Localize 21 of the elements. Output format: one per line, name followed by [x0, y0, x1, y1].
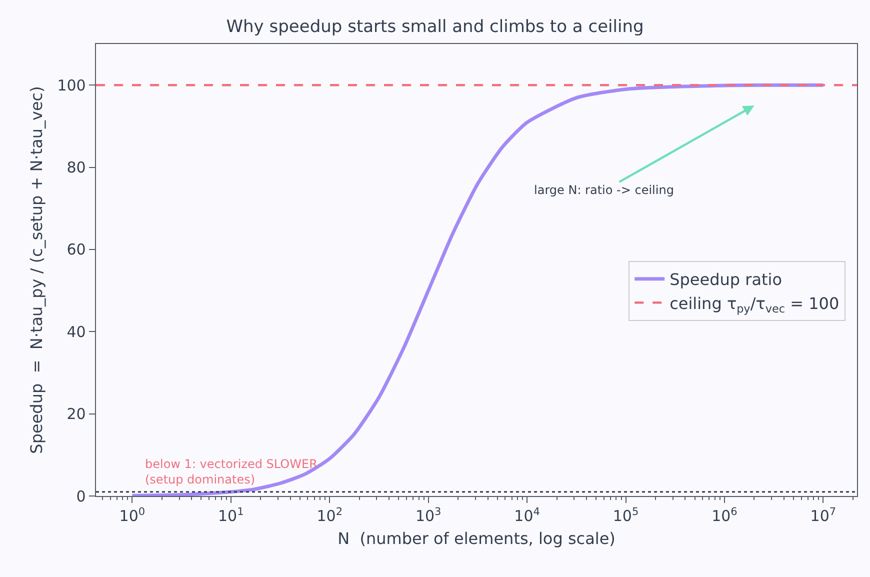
y-tick-label: 20 — [66, 405, 86, 424]
y-tick-label: 80 — [66, 158, 86, 177]
y-axis-title: Speedup = N·tau_py / (c_setup + N·tau_vec) — [27, 86, 46, 454]
x-tick-label: 10$^{4}$ — [514, 506, 540, 526]
chart-title: Why speedup starts small and climbs to a ceiling — [226, 17, 644, 38]
y-tick-label: 0 — [76, 487, 86, 506]
y-tick-label: 100 — [57, 76, 86, 94]
x-tick-label: 10$^{1}$ — [218, 506, 244, 526]
x-tick-label: 10$^{7}$ — [810, 506, 836, 526]
legend-label: Speedup ratio — [670, 270, 782, 290]
x-axis-title: N (number of elements, log scale) — [338, 528, 616, 548]
x-tick-label: 10$^{2}$ — [316, 506, 343, 526]
annotation: large N: ratio -> ceiling — [534, 183, 674, 197]
x-tick-label: 10$^{5}$ — [612, 506, 639, 526]
annotation: below 1: vectorized SLOWER (setup dominates) — [145, 457, 318, 487]
legend-label: ceiling τ$_{py}$/τ$_{vec}$ = 100 — [670, 294, 840, 316]
y-tick-label: 40 — [66, 322, 86, 341]
x-tick-label: 10$^{6}$ — [712, 506, 738, 526]
x-tick-label: 10$^{0}$ — [119, 506, 146, 526]
x-tick-label: 10$^{3}$ — [415, 506, 442, 526]
y-tick-label: 60 — [66, 240, 86, 259]
